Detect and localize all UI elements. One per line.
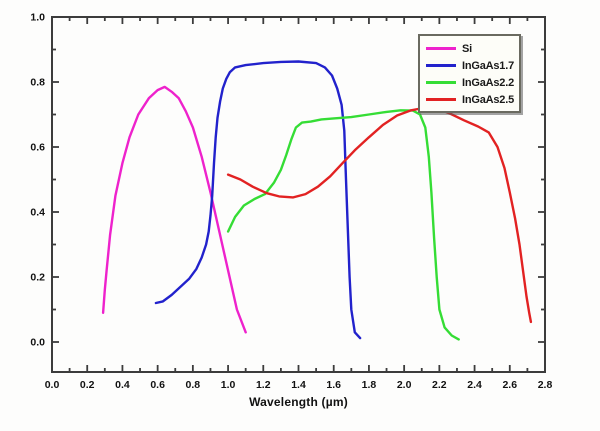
y-tick-label: 0.4 (30, 207, 45, 219)
legend: Si InGaAs1.7 InGaAs2.2 InGaAs2.5 (418, 34, 521, 113)
series-line-ingaas2-5 (226, 106, 533, 324)
legend-swatch-si (426, 47, 456, 50)
axis-tick-labels: 0.0 0.2 0.4 0.6 0.8 1.0 1.2 1.4 1.6 1.8 2.0 2.2 2.4 2… (30, 12, 552, 392)
legend-label-si: Si (462, 42, 472, 55)
x-tick-label: 0.2 (80, 379, 95, 391)
x-axis-title: Wavelength (µm) (249, 395, 348, 409)
legend-item-si: Si (426, 40, 515, 57)
series-line-ingaas1-7 (154, 60, 362, 340)
x-tick-label: 1.2 (256, 379, 271, 391)
y-tick-label: 0.2 (30, 272, 45, 284)
x-tick-label: 2.4 (467, 379, 482, 391)
x-tick-label: 2.8 (538, 379, 553, 391)
x-tick-label: 1.6 (326, 379, 341, 391)
axis-ticks (51, 16, 546, 372)
legend-swatch-ingaas22 (426, 81, 456, 84)
x-tick-label: 0.0 (45, 379, 60, 391)
x-tick-label: 1.0 (221, 379, 236, 391)
y-tick-label: 0.0 (30, 337, 45, 349)
x-tick-label: 0.4 (115, 379, 130, 391)
x-tick-label: 2.6 (502, 379, 517, 391)
legend-label-ingaas17: InGaAs1.7 (462, 59, 515, 72)
x-tick-label: 1.8 (362, 379, 377, 391)
legend-item-ingaas17: InGaAs1.7 (426, 57, 515, 74)
legend-label-ingaas22: InGaAs2.2 (462, 76, 515, 89)
legend-swatch-ingaas17 (426, 64, 456, 67)
y-tick-label: 1.0 (30, 12, 45, 24)
series-line-si (101, 85, 247, 334)
legend-item-ingaas22: InGaAs2.2 (426, 74, 515, 91)
legend-label-ingaas25: InGaAs2.5 (462, 93, 515, 106)
x-tick-label: 1.4 (291, 379, 306, 391)
y-tick-label: 0.6 (30, 142, 45, 154)
legend-item-ingaas25: InGaAs2.5 (426, 91, 515, 108)
series-line-ingaas2-2 (226, 109, 460, 341)
y-tick-label: 0.8 (30, 77, 45, 89)
legend-swatch-ingaas25 (426, 98, 456, 101)
x-tick-label: 0.8 (186, 379, 201, 391)
x-tick-label: 2.0 (397, 379, 412, 391)
x-tick-label: 0.6 (150, 379, 165, 391)
x-tick-label: 2.2 (432, 379, 447, 391)
series-lines (101, 60, 533, 341)
